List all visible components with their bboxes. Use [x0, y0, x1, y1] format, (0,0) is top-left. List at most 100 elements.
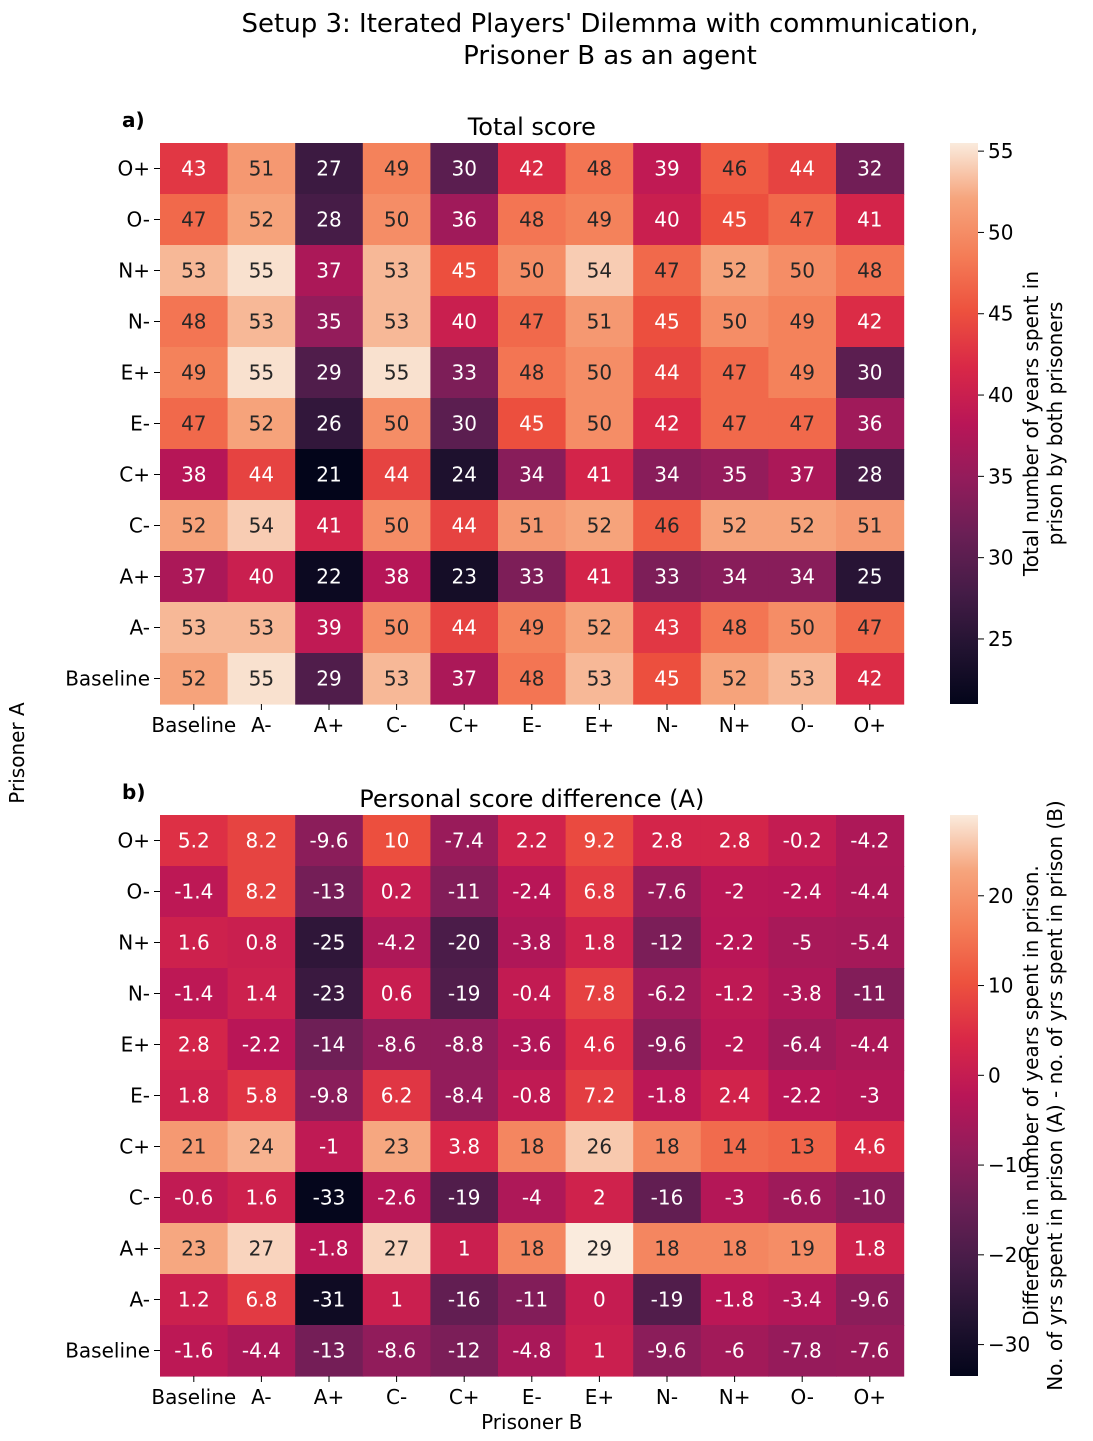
heatmap-cell	[633, 815, 702, 867]
y-tick-label: Baseline	[65, 667, 150, 691]
y-tick-label: A+	[120, 1237, 150, 1261]
panel-label: b)	[122, 780, 145, 804]
cell-value-label: 29	[587, 1237, 612, 1261]
cell-value-label: -12	[651, 931, 684, 955]
cell-value-label: 44	[789, 157, 814, 181]
cell-value-label: 4.6	[854, 1135, 886, 1159]
cell-value-label: 45	[451, 259, 476, 283]
heatmap-cell	[700, 653, 769, 705]
heatmap-cell	[227, 602, 296, 654]
heatmap-cell	[362, 143, 431, 195]
cell-value-label: 50	[384, 514, 409, 538]
heatmap-cell	[430, 1019, 499, 1071]
heatmap-cell	[160, 866, 229, 918]
cell-value-label: 48	[519, 667, 544, 691]
cell-value-label: 53	[249, 310, 274, 334]
heatmap-cell	[768, 653, 837, 705]
cell-value-label: -4.4	[242, 1339, 281, 1363]
cell-value-label: 48	[519, 361, 544, 385]
heatmap-cell	[768, 1070, 837, 1122]
cell-value-label: 38	[181, 463, 206, 487]
heatmap-cell	[633, 1070, 702, 1122]
cell-value-label: -6.6	[783, 1186, 822, 1210]
x-tick-label: E-	[522, 713, 542, 737]
figure-ylabel: Prisoner A	[5, 702, 29, 804]
heatmap-cell	[565, 602, 634, 654]
cell-value-label: 50	[384, 208, 409, 232]
heatmap-cell	[768, 245, 837, 297]
x-tick-label: O-	[790, 1385, 814, 1409]
heatmap-cell	[430, 500, 499, 552]
cell-value-label: -33	[313, 1186, 346, 1210]
cell-value-label: -4.2	[850, 829, 889, 853]
cell-value-label: 41	[587, 463, 612, 487]
cell-value-label: -11	[853, 982, 886, 1006]
y-tick-label: A+	[120, 565, 150, 589]
cell-value-label: -0.2	[783, 829, 822, 853]
heatmap-cell	[160, 602, 229, 654]
heatmap-cell	[430, 815, 499, 867]
heatmap-cell	[295, 551, 364, 603]
cell-value-label: -9.6	[309, 829, 348, 853]
colorbar-label-line1: Total number of years spent in	[1019, 271, 1043, 577]
heatmap-cell	[430, 347, 499, 399]
heatmap-cell	[700, 296, 769, 348]
heatmap-cell	[700, 398, 769, 450]
cell-value-label: 8.2	[245, 829, 277, 853]
heatmap-cell	[227, 398, 296, 450]
heatmap-cell	[498, 1172, 567, 1224]
heatmap-cell	[700, 1325, 769, 1377]
heatmap-cell	[836, 500, 905, 552]
heatmap-cell	[836, 347, 905, 399]
cell-value-label: 44	[249, 463, 274, 487]
heatmap-cell	[227, 653, 296, 705]
heatmap-cell	[700, 551, 769, 603]
cell-value-label: 47	[789, 412, 814, 436]
cell-value-label: 0	[593, 1288, 606, 1312]
cell-value-label: 54	[587, 259, 612, 283]
heatmap-cell	[430, 1274, 499, 1326]
cell-value-label: -7.6	[850, 1339, 889, 1363]
cell-value-label: 49	[181, 361, 206, 385]
heatmap-cell	[565, 1172, 634, 1224]
cell-value-label: -7.6	[647, 880, 686, 904]
heatmap-cell	[633, 347, 702, 399]
heatmap-cell	[498, 1121, 567, 1173]
cell-value-label: 0.6	[381, 982, 413, 1006]
x-tick-label: C-	[386, 713, 407, 737]
y-tick-label: N-	[128, 310, 150, 334]
heatmap-cell	[160, 1274, 229, 1326]
cell-value-label: 2.2	[516, 829, 548, 853]
cell-value-label: 47	[654, 259, 679, 283]
heatmap-cell	[768, 1019, 837, 1071]
cell-value-label: 23	[181, 1237, 206, 1261]
heatmap-cell	[768, 500, 837, 552]
cell-value-label: -9.6	[850, 1288, 889, 1312]
heatmap-cell	[836, 653, 905, 705]
cell-value-label: 52	[722, 667, 747, 691]
cell-value-label: -11	[515, 1288, 548, 1312]
cell-value-label: 33	[654, 565, 679, 589]
heatmap-title: Personal score difference (A)	[359, 785, 704, 813]
heatmap-cell	[498, 398, 567, 450]
heatmap-cell	[700, 866, 769, 918]
heatmap-cell	[362, 398, 431, 450]
cell-value-label: 6.8	[583, 880, 615, 904]
cell-value-label: 18	[519, 1237, 544, 1261]
figure-title-line1: Setup 3: Iterated Players' Dilemma with …	[242, 9, 979, 39]
heatmap-cell	[430, 1223, 499, 1275]
cell-value-label: 53	[789, 667, 814, 691]
heatmap-cell	[430, 449, 499, 501]
heatmap-cell	[295, 602, 364, 654]
heatmap-cell	[498, 245, 567, 297]
heatmap-cell	[362, 245, 431, 297]
heatmap-cell	[362, 1019, 431, 1071]
x-tick-label: A+	[314, 1385, 344, 1409]
cell-value-label: -6	[725, 1339, 745, 1363]
heatmap-cell	[498, 500, 567, 552]
heatmap-cell	[768, 398, 837, 450]
cell-value-label: 52	[249, 412, 274, 436]
cell-value-label: 10	[384, 829, 409, 853]
heatmap-cell	[430, 968, 499, 1020]
cell-value-label: 5.8	[245, 1084, 277, 1108]
